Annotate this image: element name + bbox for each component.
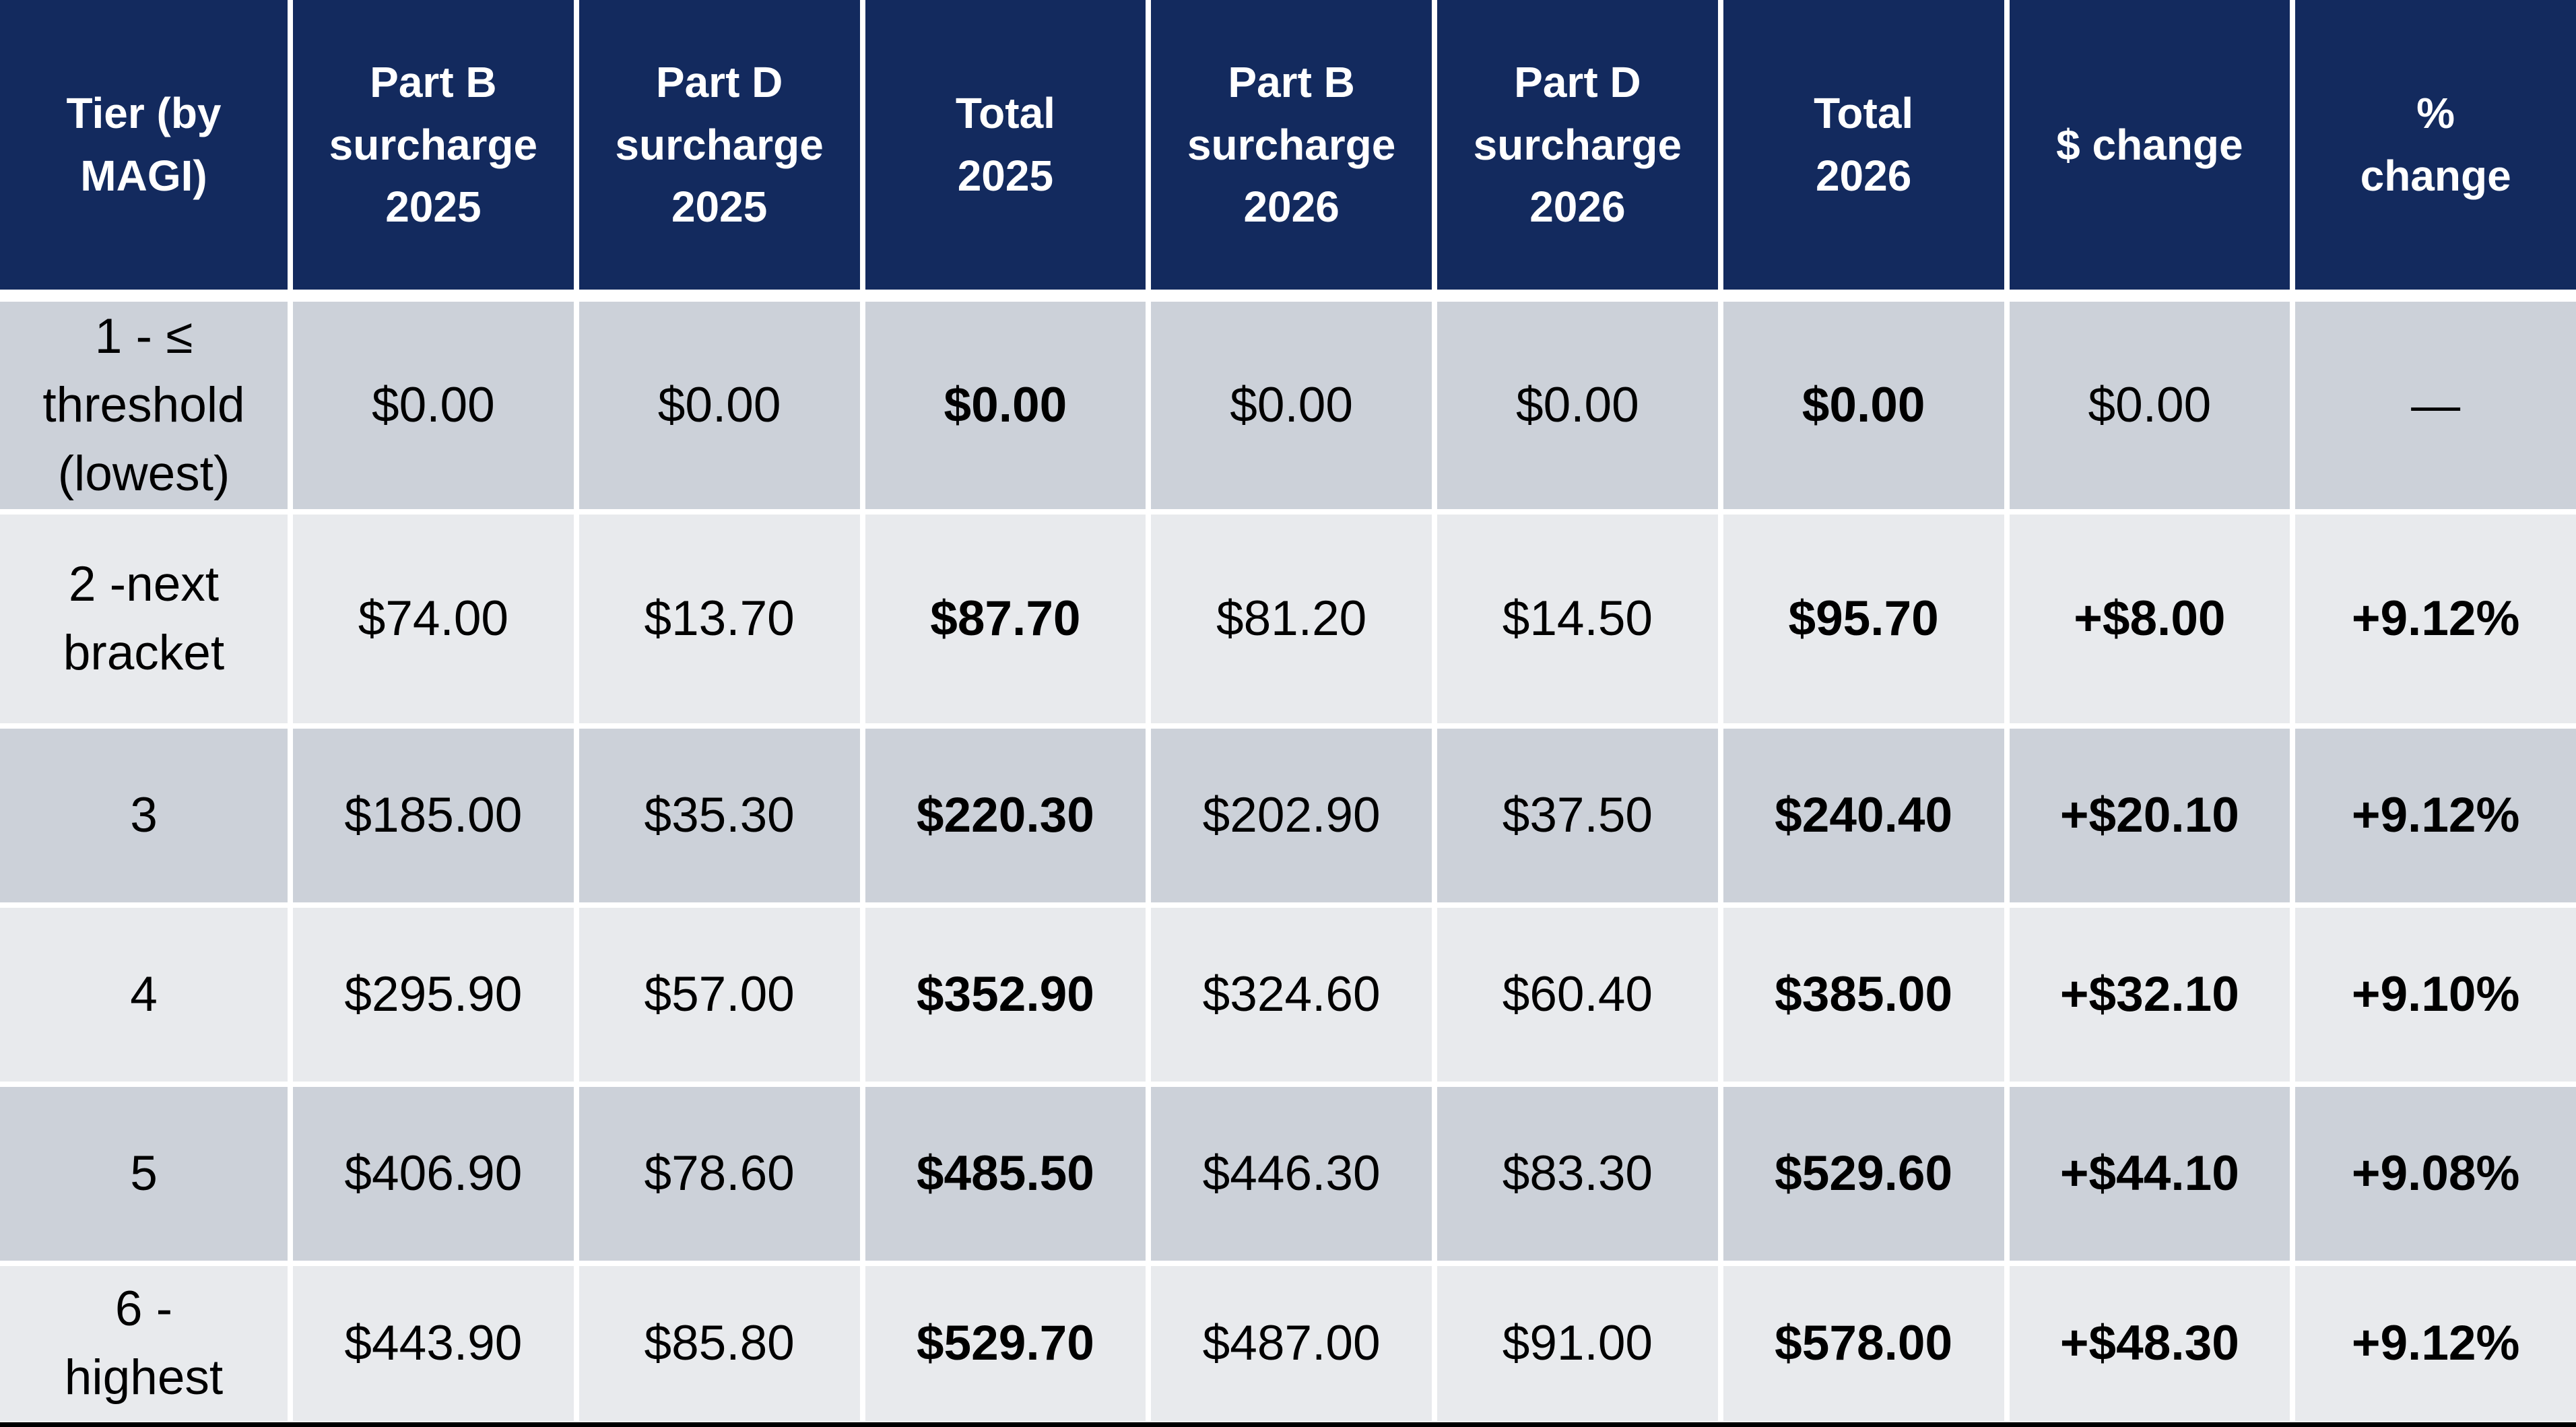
table-cell: $13.70 (579, 515, 860, 723)
tier-cell: 6 - highest (0, 1266, 288, 1421)
tier-cell: 3 (0, 729, 288, 902)
column-header-part-b-2026: Part B surcharge 2026 (1151, 0, 1432, 290)
table-cell: $0.00 (293, 302, 574, 509)
table-cell: $485.50 (865, 1087, 1146, 1261)
table-cell: $57.00 (579, 908, 860, 1082)
table-cell: $95.70 (1723, 515, 2004, 723)
column-header-part-b-2025: Part B surcharge 2025 (293, 0, 574, 290)
table-cell: $295.90 (293, 908, 574, 1082)
table-header-row: Tier (by MAGI) Part B surcharge 2025 Par… (0, 0, 2576, 290)
column-header-part-d-2025: Part D surcharge 2025 (579, 0, 860, 290)
table-row: 1 - ≤ threshold (lowest) $0.00 $0.00 $0.… (0, 302, 2576, 509)
table-cell: $220.30 (865, 729, 1146, 902)
table-cell: +9.10% (2295, 908, 2576, 1082)
column-header-dollar-change: $ change (2009, 0, 2290, 290)
table-cell: +9.12% (2295, 1266, 2576, 1421)
table-cell: — (2295, 302, 2576, 509)
table-cell: $78.60 (579, 1087, 860, 1261)
table-cell: $83.30 (1437, 1087, 1718, 1261)
table-cell: $81.20 (1151, 515, 1432, 723)
table-cell: $0.00 (865, 302, 1146, 509)
table-cell: $529.60 (1723, 1087, 2004, 1261)
table-cell: $91.00 (1437, 1266, 1718, 1421)
table-cell: $0.00 (1723, 302, 2004, 509)
column-header-total-2025: Total 2025 (865, 0, 1146, 290)
table-row: 5 $406.90 $78.60 $485.50 $446.30 $83.30 … (0, 1087, 2576, 1261)
table-cell: $14.50 (1437, 515, 1718, 723)
table-cell: $406.90 (293, 1087, 574, 1261)
table-row: 2 -next bracket $74.00 $13.70 $87.70 $81… (0, 515, 2576, 723)
table-cell: $87.70 (865, 515, 1146, 723)
table-cell: $0.00 (2009, 302, 2290, 509)
table-cell: $324.60 (1151, 908, 1432, 1082)
column-header-total-2026: Total 2026 (1723, 0, 2004, 290)
table-cell: $37.50 (1437, 729, 1718, 902)
table-cell: $60.40 (1437, 908, 1718, 1082)
tier-cell: 5 (0, 1087, 288, 1261)
tier-cell: 1 - ≤ threshold (lowest) (0, 302, 288, 509)
tier-cell: 2 -next bracket (0, 515, 288, 723)
table-row: 4 $295.90 $57.00 $352.90 $324.60 $60.40 … (0, 908, 2576, 1082)
table-cell: +$44.10 (2009, 1087, 2290, 1261)
table-cell: $578.00 (1723, 1266, 2004, 1421)
table-cell: $185.00 (293, 729, 574, 902)
table-cell: $443.90 (293, 1266, 574, 1421)
table-cell: $0.00 (1437, 302, 1718, 509)
table-cell: $0.00 (579, 302, 860, 509)
table-row: 6 - highest $443.90 $85.80 $529.70 $487.… (0, 1266, 2576, 1421)
table-cell: $202.90 (1151, 729, 1432, 902)
column-header-part-d-2026: Part D surcharge 2026 (1437, 0, 1718, 290)
table-cell: $74.00 (293, 515, 574, 723)
table-cell: $446.30 (1151, 1087, 1432, 1261)
table-cell: $352.90 (865, 908, 1146, 1082)
table-cell: $0.00 (1151, 302, 1432, 509)
table-cell: +$8.00 (2009, 515, 2290, 723)
column-header-tier: Tier (by MAGI) (0, 0, 288, 290)
table-cell: $385.00 (1723, 908, 2004, 1082)
table-row: 3 $185.00 $35.30 $220.30 $202.90 $37.50 … (0, 729, 2576, 902)
table-cell: +$20.10 (2009, 729, 2290, 902)
tier-cell: 4 (0, 908, 288, 1082)
table-cell: $529.70 (865, 1266, 1146, 1421)
table-cell: +9.12% (2295, 515, 2576, 723)
table-cell: +9.12% (2295, 729, 2576, 902)
table-cell: $487.00 (1151, 1266, 1432, 1421)
table-cell: +$48.30 (2009, 1266, 2290, 1421)
column-header-percent-change: % change (2295, 0, 2576, 290)
table-cell: $35.30 (579, 729, 860, 902)
table-cell: $240.40 (1723, 729, 2004, 902)
table-cell: +$32.10 (2009, 908, 2290, 1082)
bottom-border (0, 1422, 2576, 1427)
table-cell: +9.08% (2295, 1087, 2576, 1261)
table-cell: $85.80 (579, 1266, 860, 1421)
